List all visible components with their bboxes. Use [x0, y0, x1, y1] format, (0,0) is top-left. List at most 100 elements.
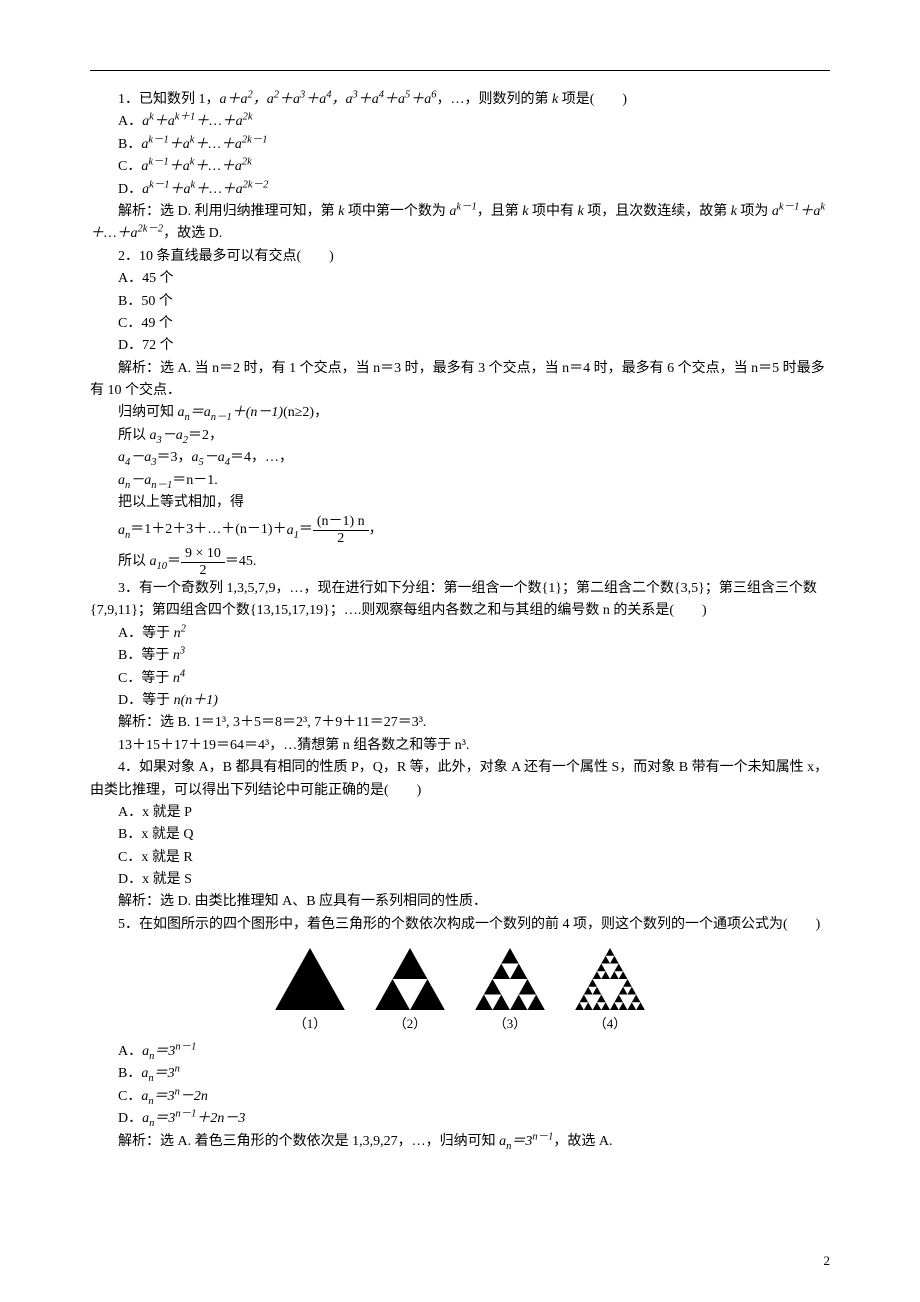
q1-stem: 1．已知数列 1，a＋a2，a2＋a3＋a4，a3＋a4＋a5＋a6，…，则数列… [90, 89, 830, 111]
q2-sol7-a1: a1 [287, 523, 299, 538]
q2-A: A．45 个 [90, 268, 830, 290]
q4-B: B．x 就是 Q [90, 824, 830, 846]
q4-sol: 解析：选 D. 由类比推理知 A、B 应具有一系列相同的性质． [90, 891, 830, 913]
q1-B-expr: ak－1＋ak＋…＋a2k－1 [141, 137, 267, 152]
triangle-1-svg [275, 948, 345, 1010]
q5-sol: 解析：选 A. 着色三角形的个数依次是 1,3,9,27，…，归纳可知 an＝3… [90, 1131, 830, 1153]
q3-sol2: 13＋15＋17＋19＝64＝4³，…猜想第 n 组各数之和等于 n³. [90, 735, 830, 757]
q2-frac2-den: 2 [181, 563, 225, 578]
triangle-1-caption: （1） [275, 1014, 345, 1035]
top-rule [90, 70, 830, 71]
q1-sol-a: 解析：选 D. 利用归纳推理可知，第 [118, 204, 338, 219]
q1-sol-c: ，且第 [477, 204, 523, 219]
q4-D: D．x 就是 S [90, 869, 830, 891]
q2-sol5-expr: an－an－1 [118, 473, 172, 488]
q2-sol5: an－an－1＝n－1. [90, 470, 830, 492]
triangle-3-caption: （3） [475, 1014, 545, 1035]
q2-sol2-b: (n≥2)， [283, 405, 328, 420]
q3-A: A．等于 n2 [90, 623, 830, 645]
q2-frac1-den: 2 [313, 531, 369, 546]
q3-B-expr: n3 [173, 648, 185, 663]
q5-A: A．an＝3n－1 [90, 1041, 830, 1063]
q1-stem-a: 1．已知数列 1， [118, 92, 220, 107]
triangle-3-svg [475, 948, 545, 1010]
q1-A-label: A． [118, 114, 142, 129]
q5-C: C．an＝3n－2n [90, 1086, 830, 1108]
q1-D: D．ak－1＋ak＋…＋a2k－2 [90, 179, 830, 201]
q2-sol3-b: ＝2， [188, 428, 223, 443]
q1-B: B．ak－1＋ak＋…＋a2k－1 [90, 134, 830, 156]
q5-A-expr: an＝3n－1 [142, 1044, 196, 1059]
q1-sol-b: 项中第一个数为 [344, 204, 449, 219]
q1-B-label: B． [118, 137, 141, 152]
q2-frac2-num: 9 × 10 [181, 546, 225, 562]
q2-sol3-a: 所以 [118, 428, 150, 443]
q2-sol4-b: ＝4，…， [230, 450, 293, 465]
triangle-4: （4） [575, 948, 645, 1035]
q5-A-label: A． [118, 1044, 142, 1059]
q2-sol8-a: 所以 [118, 554, 150, 569]
q1-C-label: C． [118, 159, 141, 174]
q2-sol5-a: ＝n－1. [172, 473, 218, 488]
triangle-2-caption: （2） [375, 1014, 445, 1035]
q1-sol: 解析：选 D. 利用归纳推理可知，第 k 项中第一个数为 ak－1，且第 k 项… [90, 201, 830, 246]
q2-sol8-b: ＝ [167, 554, 181, 569]
q2-sol2-expr: an＝an－1＋(n－1) [178, 405, 284, 420]
q4-A: A．x 就是 P [90, 802, 830, 824]
q2-frac1: (n－1) n2 [313, 514, 369, 546]
triangle-2-svg [375, 948, 445, 1010]
q2-stem: 2．10 条直线最多可以有交点( ) [90, 246, 830, 268]
q2-sol4-expr1: a4－a3 [118, 450, 157, 465]
triangle-2: （2） [375, 948, 445, 1035]
q2-sol8: 所以 a10＝9 × 102＝45. [90, 546, 830, 578]
q5-B-expr: an＝3n [141, 1066, 180, 1081]
q2-sol2-a: 归纳可知 [118, 405, 178, 420]
q2-sol3-expr: a3－a2 [150, 428, 189, 443]
q5-C-expr: an＝3n－2n [141, 1089, 208, 1104]
page: 1．已知数列 1，a＋a2，a2＋a3＋a4，a3＋a4＋a5＋a6，…，则数列… [0, 0, 920, 1302]
triangle-3: （3） [475, 948, 545, 1035]
q1-A-expr: ak＋ak＋1＋…＋a2k [142, 114, 252, 129]
q3-stem: 3．有一个奇数列 1,3,5,7,9，…，现在进行如下分组：第一组含一个数{1}… [90, 578, 830, 623]
q2-sol1: 解析：选 A. 当 n＝2 时，有 1 个交点，当 n＝3 时，最多有 3 个交… [90, 358, 830, 403]
q1-sol-expr1: ak－1 [449, 204, 476, 219]
q1-C: C．ak－1＋ak＋…＋a2k [90, 156, 830, 178]
q3-D-label: D．等于 [118, 693, 174, 708]
q2-sol6: 把以上等式相加，得 [90, 492, 830, 514]
q2-sol3: 所以 a3－a2＝2， [90, 425, 830, 447]
q1-D-label: D． [118, 182, 142, 197]
q3-C-expr: n4 [173, 671, 185, 686]
q2-sol7-an: an [118, 523, 130, 538]
q1-sol-d: 项中有 [528, 204, 577, 219]
q3-A-label: A．等于 [118, 626, 174, 641]
q2-frac1-num: (n－1) n [313, 514, 369, 530]
q3-B: B．等于 n3 [90, 645, 830, 667]
q2-sol2: 归纳可知 an＝an－1＋(n－1)(n≥2)， [90, 402, 830, 424]
q3-C: C．等于 n4 [90, 668, 830, 690]
q2-sol8-a10: a10 [150, 554, 168, 569]
q2-sol4: a4－a3＝3，a5－a4＝4，…， [90, 447, 830, 469]
triangle-4-caption: （4） [575, 1014, 645, 1035]
q4-C: C．x 就是 R [90, 847, 830, 869]
q1-D-expr: ak－1＋ak＋…＋a2k－2 [142, 182, 268, 197]
q2-sol4-expr2: a5－a4 [192, 450, 231, 465]
q5-sol-b: ，故选 A. [553, 1134, 612, 1149]
q2-B: B．50 个 [90, 291, 830, 313]
q3-B-label: B．等于 [118, 648, 173, 663]
triangle-4-svg [575, 948, 645, 1010]
q5-B-label: B． [118, 1066, 141, 1081]
q1-C-expr: ak－1＋ak＋…＋a2k [141, 159, 251, 174]
q2-sol7-b: ＝ [299, 523, 313, 538]
q2-D: D．72 个 [90, 335, 830, 357]
q2-sol7: an＝1＋2＋3＋…＋(n－1)＋a1＝(n－1) n2， [90, 514, 830, 546]
q5-sol-a: 解析：选 A. 着色三角形的个数依次是 1,3,9,27，…，归纳可知 [118, 1134, 499, 1149]
q3-D: D．等于 n(n＋1) [90, 690, 830, 712]
q5-sol-expr: an＝3n－1 [499, 1134, 553, 1149]
q2-sol4-a: ＝3， [157, 450, 192, 465]
q1-series: a＋a2，a2＋a3＋a4，a3＋a4＋a5＋a6 [220, 92, 437, 107]
q1-sol-f: 项为 [737, 204, 772, 219]
q3-D-expr: n(n＋1) [174, 693, 218, 708]
q5-C-label: C． [118, 1089, 141, 1104]
q1-sol-e: 项，且次数连续，故第 [584, 204, 731, 219]
q2-C: C．49 个 [90, 313, 830, 335]
